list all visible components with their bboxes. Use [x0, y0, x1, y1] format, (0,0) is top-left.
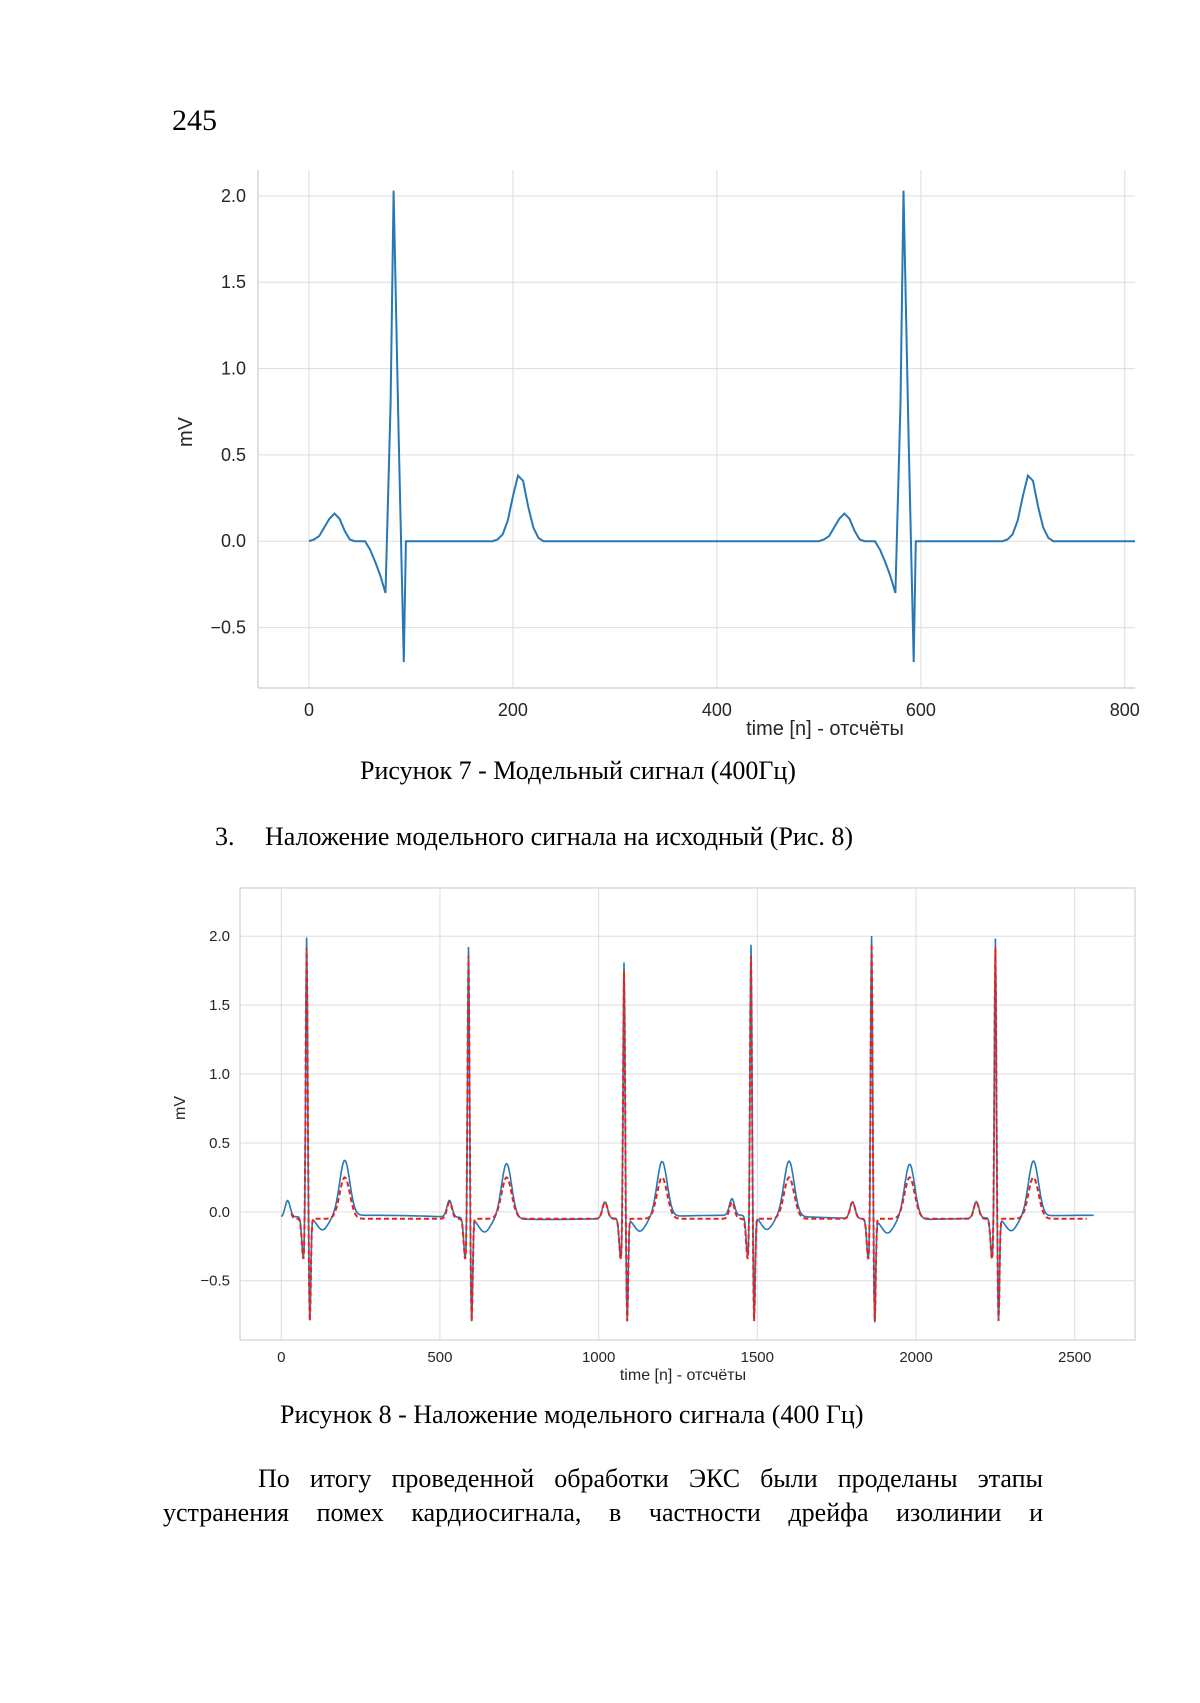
figure-7-x-tick-label: 200 [498, 700, 528, 720]
paragraph-line-1: По итогу проведенной обработки ЭКС были … [258, 1464, 1043, 1493]
figure-8-original-signal-line [280, 935, 1094, 1323]
list-item-text: Наложение модельного сигнала на исходный… [265, 822, 854, 851]
paragraph-line-2: устранения помех кардиосигнала, в частно… [163, 1498, 1043, 1527]
figure-8-y-axis-label: mV [172, 1096, 189, 1120]
figure-8-grid [239, 887, 1136, 1341]
list-item-number: 3. [215, 822, 235, 851]
figure-7-model-signal-line [308, 190, 1135, 663]
figure-7-x-tick-label: 600 [906, 700, 936, 720]
figure-7-y-tick-label: −0.5 [210, 618, 246, 638]
figure-7-x-ticks: 0 200 400 600 800 [304, 700, 1140, 720]
figure-8-y-tick-label: 1.5 [209, 997, 230, 1014]
figure-8-chart: −0.5 0.0 0.5 1.0 1.5 2.0 0 500 1000 1500 2000 2500… [172, 887, 1136, 1384]
figure-7-y-tick-label: 1.5 [221, 272, 246, 292]
figure-7-y-ticks: −0.5 0.0 0.5 1.0 1.5 2.0 [210, 186, 246, 638]
figure-8-model-signal-line [290, 943, 1087, 1322]
figure-7-x-tick-label: 800 [1110, 700, 1140, 720]
figure-8-plot-frame [239, 887, 1136, 1341]
figure-8-x-tick-label: 2000 [899, 1349, 932, 1366]
figure-8-x-axis-label: time [n] - отсчёты [620, 1367, 746, 1384]
figure-8-y-tick-label: 0.5 [209, 1135, 230, 1152]
list-item-3: 3. Наложение модельного сигнала на исходн… [215, 822, 853, 852]
figure-7-y-tick-label: 0.0 [221, 531, 246, 551]
figure-7-y-axis-label: mV [175, 416, 197, 447]
page-number: 245 [172, 104, 217, 137]
figure-8-x-tick-label: 2500 [1058, 1349, 1091, 1366]
figure-8-x-ticks: 0 500 1000 1500 2000 2500 [277, 1349, 1091, 1366]
figure-8-x-tick-label: 500 [427, 1349, 452, 1366]
figure-8-caption: Рисунок 8 - Наложение модельного сигнала… [280, 1400, 864, 1429]
figure-8-y-tick-label: 0.0 [209, 1204, 230, 1221]
figure-7-caption: Рисунок 7 - Модельный сигнал (400Гц) [360, 756, 796, 785]
figure-8-x-tick-label: 0 [277, 1349, 285, 1366]
figure-8-y-tick-label: 2.0 [209, 928, 230, 945]
figure-7-y-tick-label: 0.5 [221, 445, 246, 465]
figure-8-y-tick-label: −0.5 [200, 1273, 230, 1290]
figure-8-y-tick-label: 1.0 [209, 1066, 230, 1083]
figure-7-x-tick-label: 0 [304, 700, 314, 720]
figure-8-x-tick-label: 1000 [582, 1349, 615, 1366]
figure-8-x-tick-label: 1500 [741, 1349, 774, 1366]
figure-7-x-axis-label: time [n] - отсчёты [746, 718, 904, 740]
body-paragraph: По итогу проведенной обработки ЭКС были … [163, 1462, 1043, 1530]
figure-8-y-ticks: −0.5 0.0 0.5 1.0 1.5 2.0 [200, 928, 230, 1290]
figure-7-x-tick-label: 400 [702, 700, 732, 720]
figure-7-y-tick-label: 1.0 [221, 359, 246, 379]
figure-7-chart: −0.5 0.0 0.5 1.0 1.5 2.0 0 200 400 600 800 time [… [175, 170, 1140, 740]
figure-7-y-tick-label: 2.0 [221, 186, 246, 206]
